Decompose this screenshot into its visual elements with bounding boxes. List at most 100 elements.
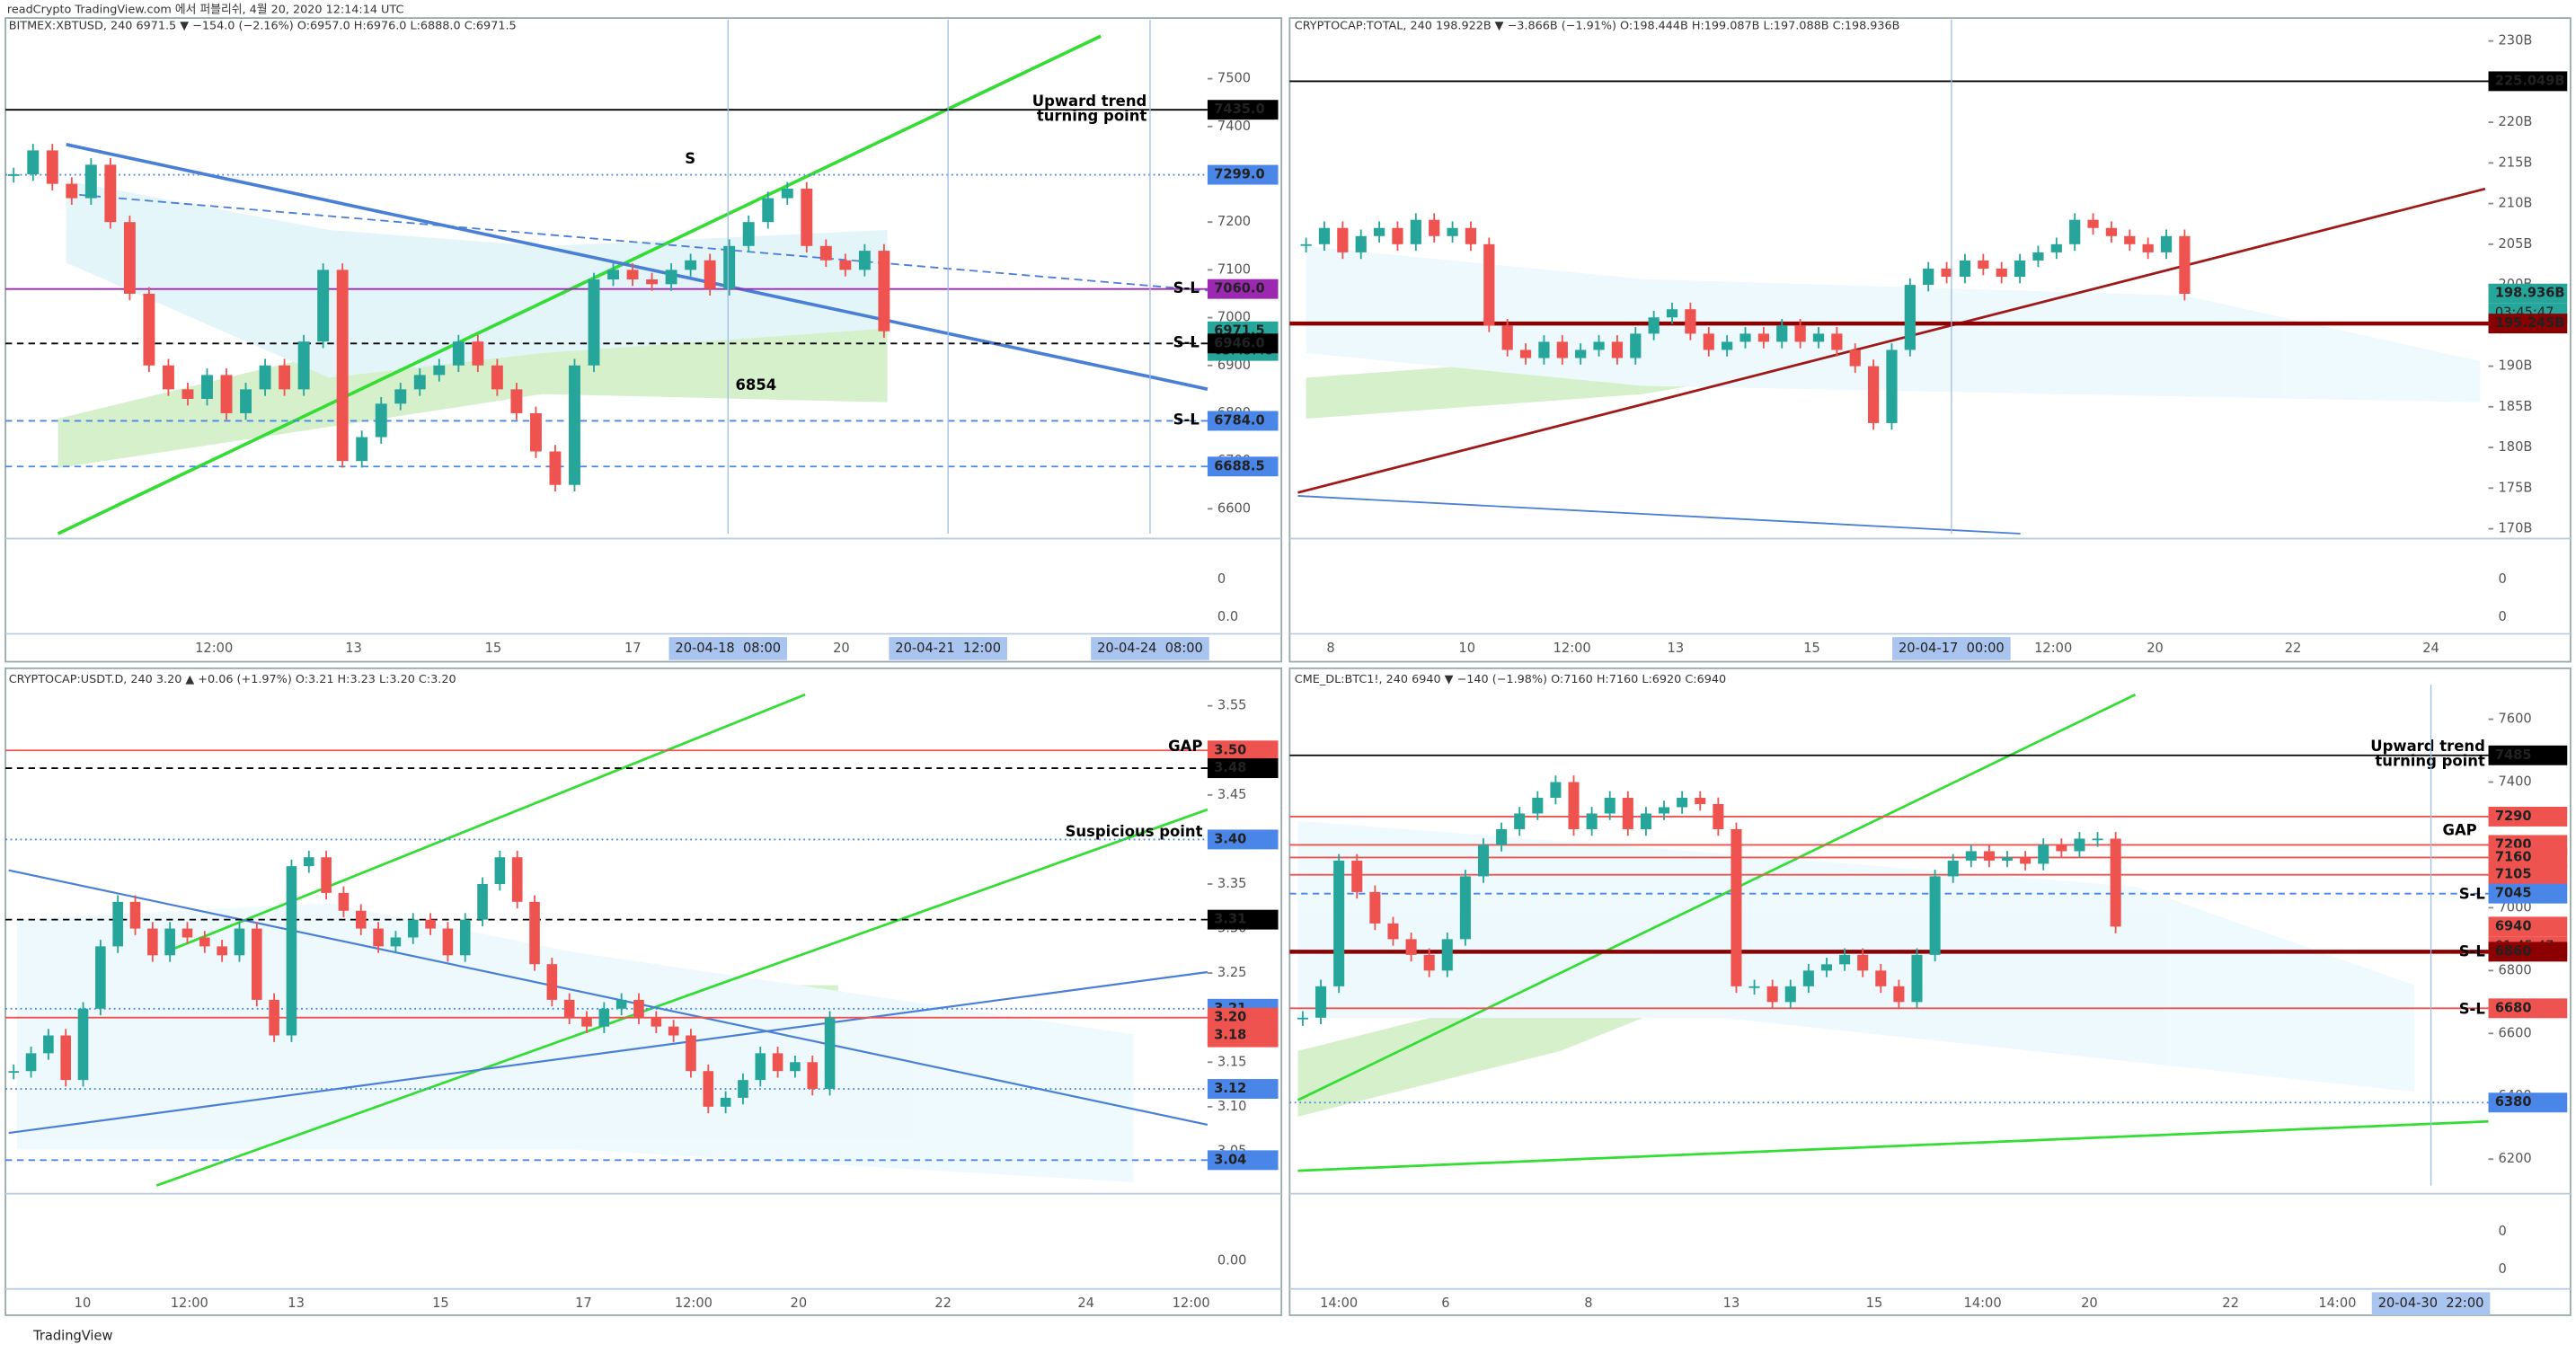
chart-header: CME_DL:BTC1!, 240 6940 ▼ −140 (−1.98%) O… — [1295, 673, 1726, 686]
candle — [1333, 860, 1345, 986]
candle — [529, 901, 540, 965]
candle — [1677, 797, 1688, 808]
candle — [1731, 828, 1742, 986]
price-label: 6946.0 — [1214, 335, 1264, 350]
y-tick-label: 185B — [2498, 399, 2532, 414]
candle — [259, 365, 271, 390]
candle — [529, 412, 542, 452]
candle — [1886, 349, 1898, 423]
candle — [781, 188, 793, 199]
x-tick-label: 14:00 — [1964, 1296, 2002, 1311]
candle — [1812, 333, 1825, 342]
y-tick-label: 6200 — [2498, 1151, 2531, 1166]
candle — [162, 365, 174, 390]
candle — [1867, 366, 1880, 423]
candle — [201, 375, 213, 399]
candle — [1630, 333, 1642, 358]
candle — [1941, 268, 1952, 278]
candle — [1776, 325, 1788, 342]
x-tick-label: 20 — [2147, 641, 2164, 656]
x-tick-label: 14:00 — [2318, 1296, 2356, 1311]
time-marker-bg — [2371, 1292, 2491, 1315]
price-label-bg — [1207, 1007, 1279, 1028]
price-label-bg — [2488, 314, 2568, 334]
candle — [598, 1008, 610, 1027]
chart-header: CRYPTOCAP:USDT.D, 240 3.20 ▲ +0.06 (+1.9… — [9, 673, 456, 686]
candle — [2124, 235, 2136, 244]
candle — [112, 901, 123, 947]
candle — [1983, 851, 1995, 861]
candle — [742, 222, 755, 246]
price-label: 7435.0 — [1214, 102, 1264, 117]
candle — [2014, 260, 2026, 278]
candle — [129, 901, 141, 929]
price-label: 6680 — [2495, 1000, 2532, 1015]
candle — [336, 270, 349, 462]
time-marker-bg — [1091, 637, 1209, 660]
y-tick-label: 175B — [2498, 480, 2532, 495]
y-tick-label: 3.15 — [1217, 1054, 1247, 1069]
candle — [2142, 243, 2154, 252]
price-label-bg — [2488, 883, 2568, 904]
x-tick-label: 10 — [1458, 641, 1475, 656]
candle — [685, 260, 697, 270]
candle — [626, 270, 639, 280]
price-label-bg — [2488, 998, 2568, 1019]
candle — [199, 937, 210, 947]
candle — [407, 919, 419, 938]
candle — [615, 999, 627, 1009]
price-label: 195.245B — [2495, 315, 2565, 331]
price-label: 3.50 — [1214, 742, 1246, 757]
candle — [2050, 243, 2062, 252]
candle — [1351, 860, 1363, 892]
price-label: 6380 — [2495, 1094, 2532, 1110]
price-label: 7045 — [2495, 886, 2532, 901]
x-tick-label: 22 — [2222, 1296, 2239, 1311]
candle — [2001, 857, 2014, 861]
sub-panel-separators — [5, 537, 2571, 1290]
y-tick-label: 3.10 — [1217, 1099, 1247, 1114]
x-tick-label: 13 — [1723, 1296, 1740, 1311]
price-label: 7160 — [2495, 849, 2532, 864]
candle — [1904, 285, 1916, 350]
candle — [1622, 797, 1633, 829]
x-tick-label: 14:00 — [1320, 1296, 1358, 1311]
price-label: 3.31 — [1214, 912, 1246, 927]
y-tick-label: 6800 — [2498, 962, 2531, 977]
price-label: 3.04 — [1214, 1152, 1246, 1167]
annotation: S — [685, 150, 695, 167]
y-tick-label: 7000 — [2498, 899, 2531, 915]
candle — [738, 1080, 748, 1098]
candle — [755, 1053, 766, 1081]
candle — [1978, 260, 1989, 269]
candle — [321, 857, 332, 893]
x-tick-label: 12:00 — [2034, 641, 2072, 656]
candle — [1429, 219, 1440, 236]
candle — [1519, 349, 1532, 358]
y-tick-label: 190B — [2498, 358, 2532, 374]
candle — [824, 1017, 836, 1090]
time-marker-bg — [1892, 637, 2011, 660]
candle — [1722, 341, 1733, 350]
candle — [858, 251, 871, 270]
price-label: 198.936B — [2495, 286, 2565, 301]
candle — [1739, 333, 1751, 342]
candle — [1496, 828, 1508, 845]
candle — [252, 928, 262, 1000]
x-tick-label: 13 — [288, 1296, 305, 1311]
candle — [220, 375, 233, 413]
candle — [286, 866, 297, 1036]
candle — [510, 389, 523, 413]
candle — [472, 341, 484, 366]
x-tick-label: 20 — [791, 1296, 808, 1311]
candle — [720, 1097, 731, 1107]
candle — [1703, 333, 1714, 350]
price-label-bg — [1207, 456, 1279, 477]
y-tick-label: 205B — [2498, 236, 2532, 252]
price-label: 6688.5 — [1214, 458, 1264, 473]
price-label: 6940 — [2495, 918, 2532, 933]
candle — [297, 341, 310, 390]
candle — [563, 999, 575, 1018]
candle — [1965, 851, 1977, 861]
price-label: 225.049B — [2495, 73, 2565, 88]
